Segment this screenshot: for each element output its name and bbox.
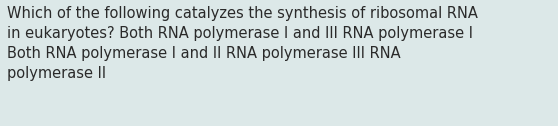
Text: Which of the following catalyzes the synthesis of ribosomal RNA
in eukaryotes? B: Which of the following catalyzes the syn… xyxy=(7,6,478,81)
